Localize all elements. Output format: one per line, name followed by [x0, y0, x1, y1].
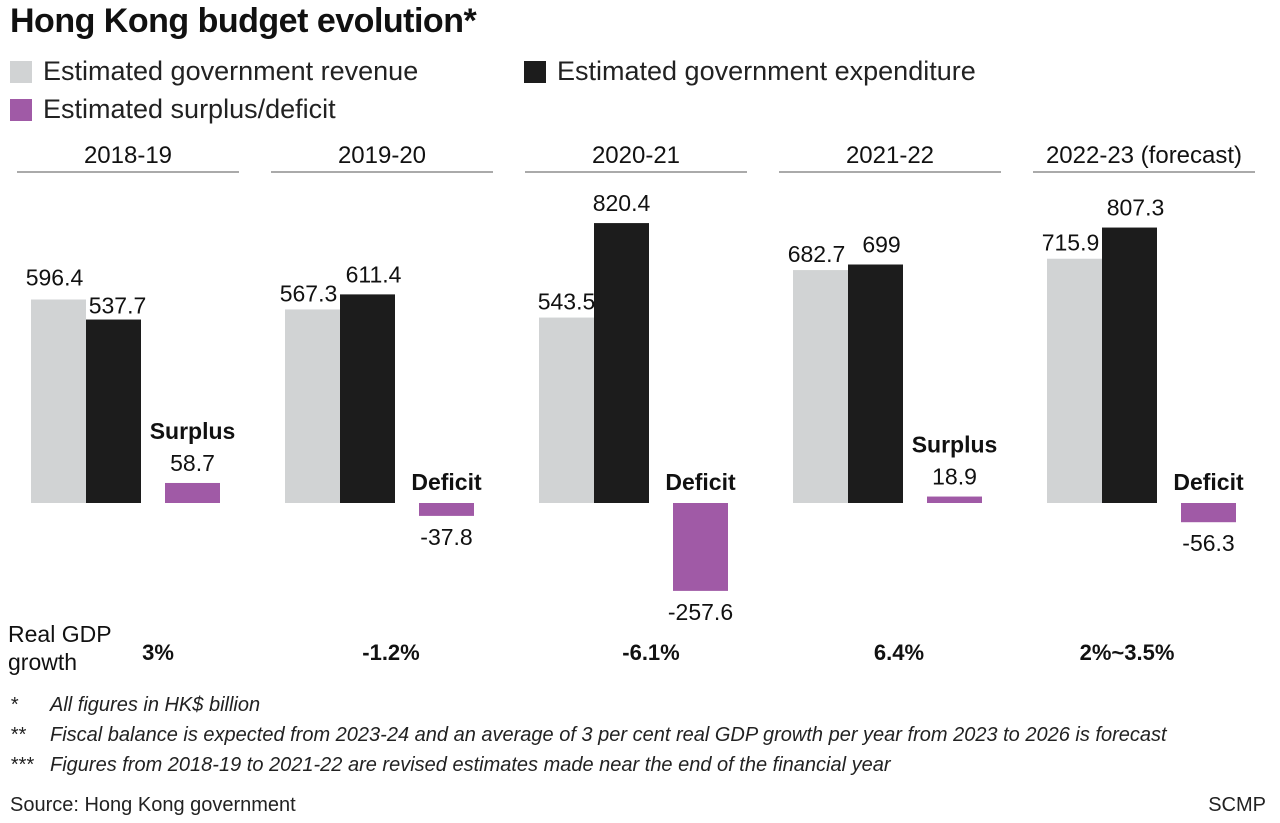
expenditure-value-label: 537.7 — [89, 293, 147, 319]
footnote-mark: ** — [10, 724, 26, 746]
category-label: 2021-22 — [846, 142, 934, 169]
revenue-bar — [1047, 258, 1102, 503]
source-credit: Source: Hong Kong government — [10, 794, 296, 816]
revenue-value-label: 715.9 — [1042, 230, 1100, 256]
revenue-value-label: 567.3 — [280, 280, 338, 306]
balance-bar — [165, 482, 220, 503]
category-label: 2019-20 — [338, 142, 426, 169]
category-label: 2020-21 — [592, 142, 680, 169]
balance-value-label: -56.3 — [1182, 530, 1234, 556]
revenue-bar — [539, 317, 594, 503]
legend-revenue: Estimated government revenue — [10, 56, 418, 87]
balance-type-label: Deficit — [665, 469, 736, 495]
legend-balance-label: Estimated surplus/deficit — [43, 94, 336, 124]
balance-type-label: Surplus — [150, 418, 236, 444]
expenditure-bar — [340, 294, 395, 503]
footnote-mark: *** — [10, 754, 34, 776]
balance-value-label: 58.7 — [170, 450, 215, 476]
legend-balance-swatch — [10, 98, 32, 121]
gdp-label-line2: growth — [8, 649, 78, 675]
footnote-mark: * — [10, 694, 18, 716]
gdp-label-line1: Real GDP — [8, 621, 112, 647]
gdp-value: -1.2% — [362, 640, 420, 665]
balance-value-label: 18.9 — [932, 464, 977, 490]
category-label: 2022-23 (forecast) — [1046, 142, 1242, 169]
expenditure-value-label: 699 — [862, 232, 900, 258]
expenditure-value-label: 820.4 — [593, 190, 651, 216]
legend-revenue-swatch — [10, 60, 32, 83]
expenditure-value-label: 807.3 — [1107, 195, 1165, 221]
footnote-text: Figures from 2018-19 to 2021-22 are revi… — [50, 754, 891, 776]
revenue-bar — [285, 309, 340, 503]
expenditure-bar — [1102, 227, 1157, 503]
expenditure-bar — [86, 319, 141, 503]
legend-balance: Estimated surplus/deficit — [10, 94, 336, 125]
footnote-text: Fiscal balance is expected from 2023-24 … — [50, 724, 1167, 746]
balance-type-label: Surplus — [912, 432, 998, 458]
chart-title: Hong Kong budget evolution* — [10, 2, 477, 40]
balance-bar — [419, 503, 474, 516]
brand-credit: SCMP — [1208, 794, 1266, 816]
revenue-value-label: 682.7 — [788, 241, 846, 267]
gdp-value: 6.4% — [873, 640, 925, 665]
gdp-value: 2%~3.5% — [1079, 640, 1175, 665]
balance-value-label: -37.8 — [420, 524, 472, 550]
gdp-value: 3% — [142, 640, 174, 665]
legend-expenditure-label: Estimated government expenditure — [557, 56, 976, 86]
expenditure-bar — [594, 223, 649, 503]
revenue-bar — [793, 270, 848, 503]
revenue-value-label: 543.5 — [538, 289, 596, 315]
legend-revenue-label: Estimated government revenue — [43, 56, 419, 86]
balance-bar — [1181, 503, 1236, 523]
balance-type-label: Deficit — [1173, 469, 1244, 495]
footnote-text: All figures in HK$ billion — [50, 694, 261, 716]
category-label: 2018-19 — [84, 142, 172, 169]
footnote: ** Fiscal balance is expected from 2023-2… — [10, 724, 1167, 747]
expenditure-bar — [848, 264, 903, 503]
legend-expenditure-swatch — [524, 60, 546, 83]
balance-type-label: Deficit — [411, 469, 482, 495]
footnote: *** Figures from 2018-19 to 2021-22 are r… — [10, 754, 890, 777]
balance-bar — [927, 496, 982, 503]
revenue-value-label: 596.4 — [26, 265, 84, 291]
gdp-value: -6.1% — [622, 640, 680, 665]
footnote: * All figures in HK$ billion — [10, 694, 260, 717]
revenue-bar — [31, 299, 86, 503]
gdp-row-label: Real GDP growth — [8, 620, 112, 676]
expenditure-value-label: 611.4 — [346, 261, 402, 287]
balance-value-label: -257.6 — [668, 599, 733, 625]
balance-bar — [673, 503, 728, 591]
legend-expenditure: Estimated government expenditure — [524, 56, 976, 87]
